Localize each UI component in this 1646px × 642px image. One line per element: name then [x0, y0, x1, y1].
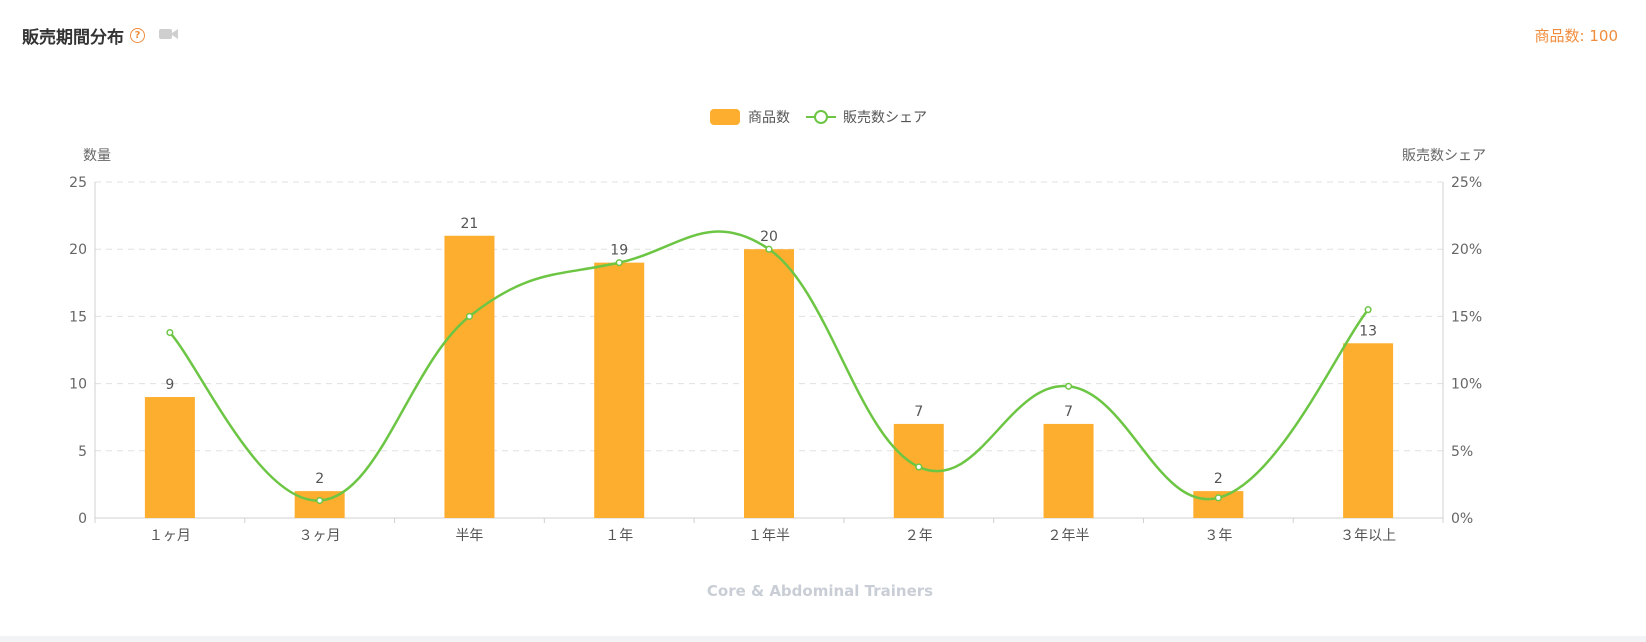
- legend-bar-swatch: [710, 109, 740, 125]
- x-tick-label: １年: [605, 528, 633, 544]
- bar-data-label: 21: [461, 216, 479, 232]
- footer-divider: [0, 636, 1646, 642]
- share-point: [465, 312, 473, 320]
- share-point: [166, 328, 174, 337]
- question-circle-icon[interactable]: ?: [130, 28, 145, 43]
- y-left-tick-label: 20: [69, 242, 87, 258]
- x-tick-label: ２年: [905, 528, 933, 544]
- bar: [1043, 423, 1094, 518]
- x-tick-label: ３ヶ月: [299, 528, 341, 544]
- bar-data-label: 20: [760, 229, 778, 245]
- bar-data-label: 9: [165, 377, 174, 393]
- y-right-tick-label: 20%: [1451, 242, 1482, 258]
- x-tick-label: １年半: [748, 528, 790, 544]
- chart-title: 販売期間分布 ?: [22, 23, 179, 48]
- y-left-axis-title: 数量: [83, 148, 111, 164]
- share-point: [615, 259, 623, 267]
- bar-data-label: 7: [914, 404, 923, 420]
- y-left-tick-label: 10: [69, 377, 87, 393]
- bar: [144, 397, 195, 518]
- x-tick-label: ３年以上: [1340, 528, 1396, 544]
- bar-data-label: 19: [610, 243, 628, 259]
- x-tick-label: 半年: [455, 528, 483, 544]
- share-point: [316, 496, 324, 505]
- y-right-axis-title: 販売数シェア: [1402, 148, 1486, 164]
- share-point: [1214, 494, 1222, 502]
- bar-data-label: 7: [1064, 404, 1073, 420]
- share-point: [765, 245, 773, 253]
- bar-data-label: 2: [1214, 471, 1223, 487]
- legend-line-label: 販売数シェア: [843, 110, 927, 126]
- y-right-tick-label: 25%: [1451, 175, 1482, 191]
- chart-title-text: 販売期間分布: [22, 28, 124, 48]
- bar-data-label: 2: [315, 471, 324, 487]
- y-left-tick-label: 15: [69, 309, 87, 325]
- bar: [744, 249, 794, 518]
- video-camera-icon[interactable]: [159, 26, 179, 46]
- y-right-tick-label: 15%: [1451, 309, 1482, 325]
- bar: [1343, 343, 1394, 518]
- y-right-tick-label: 5%: [1451, 444, 1473, 460]
- share-point: [915, 463, 923, 471]
- y-left-tick-label: 0: [78, 511, 87, 527]
- bar: [594, 262, 645, 518]
- y-right-tick-label: 10%: [1451, 377, 1482, 393]
- x-tick-label: ３年: [1204, 528, 1232, 544]
- share-point: [1065, 382, 1073, 390]
- chart-subtitle: Core & Abdominal Trainers: [707, 582, 933, 600]
- product-count: 商品数: 100: [1534, 27, 1618, 45]
- y-left-tick-label: 25: [69, 175, 87, 191]
- bar-data-label: 13: [1359, 323, 1377, 339]
- y-right-tick-label: 0%: [1451, 511, 1473, 527]
- legend-bar-label: 商品数: [748, 110, 790, 126]
- x-tick-label: １ヶ月: [149, 528, 191, 544]
- y-left-tick-label: 5: [78, 444, 87, 460]
- share-line: [168, 230, 1370, 502]
- share-point: [1364, 306, 1372, 314]
- x-tick-label: ２年半: [1048, 528, 1090, 544]
- legend-line-marker: [814, 110, 828, 124]
- bar: [444, 235, 495, 518]
